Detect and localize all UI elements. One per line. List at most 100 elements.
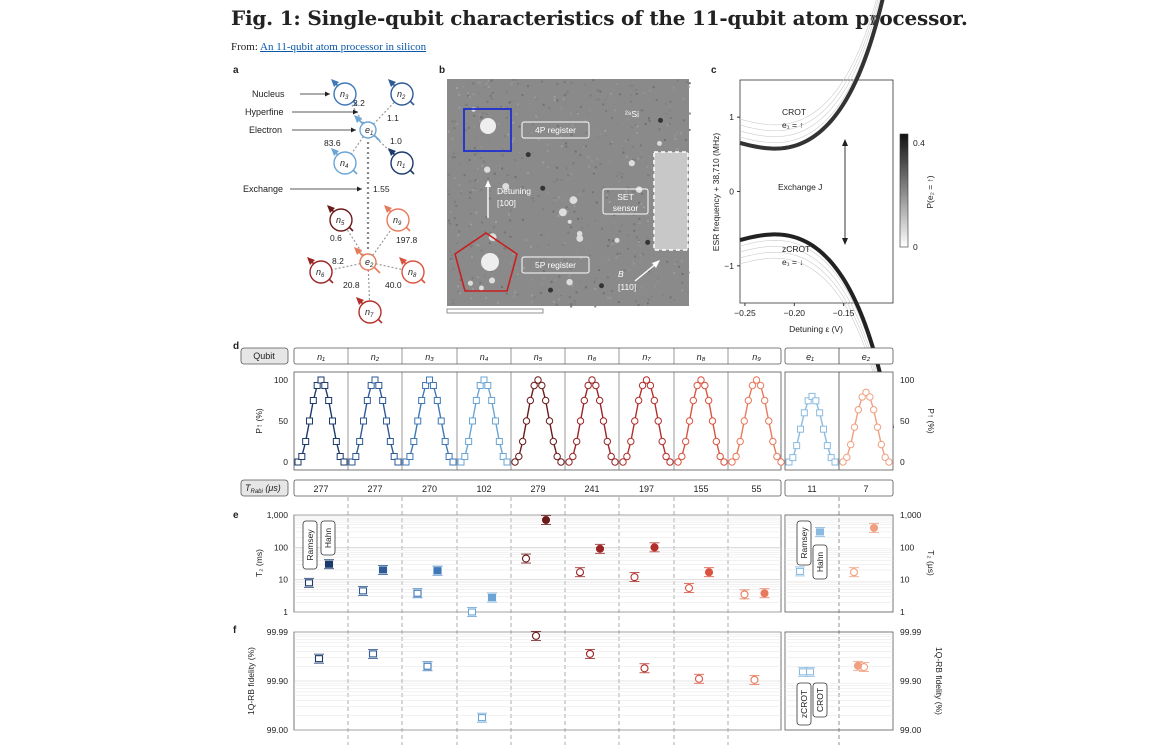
stm-texture [619, 93, 622, 96]
stm-texture [592, 122, 595, 125]
stm-texture [473, 125, 476, 128]
rabi-point [538, 381, 546, 390]
stm-texture [608, 238, 611, 241]
rabi-point [367, 381, 375, 389]
stm-texture [641, 159, 644, 162]
stm-texture [676, 148, 679, 151]
stm-texture [602, 185, 605, 188]
stm-texture [515, 112, 518, 115]
rabi-point [678, 452, 686, 461]
sample-label: ²⁸Si [625, 109, 639, 119]
qubit-label-6: n₇ [642, 352, 651, 362]
rabi-point [298, 453, 306, 461]
stm-texture [638, 222, 641, 225]
stm-texture [546, 149, 549, 152]
x-axis-label: Detuning ε (V) [789, 324, 843, 334]
stm-texture [447, 125, 450, 128]
stm-texture [678, 265, 681, 268]
stm-texture [625, 190, 628, 193]
stm-texture [456, 87, 459, 90]
stm-texture [487, 141, 490, 144]
stm-texture [457, 285, 460, 288]
rabi-point [646, 381, 655, 390]
stm-texture [616, 252, 619, 255]
stm-texture [594, 219, 597, 222]
stm-texture [451, 120, 454, 123]
subscript: Rabi [251, 489, 264, 495]
stm-texture [487, 79, 490, 82]
stm-texture [652, 86, 655, 89]
stm-texture [674, 137, 677, 140]
stm-texture [606, 96, 609, 99]
rb-point-7 [694, 674, 704, 683]
node-n4 [333, 151, 357, 175]
stm-texture [469, 180, 472, 183]
rabi-point [873, 423, 882, 431]
stm-texture [587, 224, 590, 227]
stm-texture [668, 105, 671, 108]
stm-texture [571, 124, 574, 127]
rb-e2-crot-point [853, 661, 863, 670]
stm-texture [667, 288, 670, 291]
rabi-point [488, 397, 496, 404]
stm-texture [576, 112, 579, 115]
stm-texture [585, 132, 588, 135]
set-sensor-label: SET [617, 192, 634, 202]
stm-texture [516, 293, 519, 296]
rabi-point [484, 381, 492, 389]
stm-texture [575, 291, 578, 294]
stm-texture [487, 177, 490, 180]
stm-texture [647, 117, 650, 120]
stm-texture [574, 253, 577, 256]
set-sensor-region [653, 151, 689, 251]
node-label-n2: n2 [397, 89, 406, 101]
stm-texture [452, 302, 455, 305]
scale-bar [446, 308, 544, 314]
stm-texture [658, 128, 661, 131]
stm-texture [640, 109, 643, 112]
stm-texture [676, 132, 679, 135]
stm-texture [599, 267, 602, 270]
rabi-point [569, 452, 577, 461]
stm-texture [605, 134, 608, 137]
stm-dopant [628, 160, 635, 167]
stm-texture [509, 235, 512, 238]
stm-texture [513, 164, 516, 167]
stm-texture [506, 173, 509, 176]
stm-texture [559, 114, 562, 117]
stm-texture [643, 91, 646, 94]
rabi-ytick-right: 50 [900, 416, 910, 426]
rabi-point [414, 417, 422, 425]
stm-texture [490, 79, 493, 82]
stm-texture [631, 259, 634, 262]
rabi-point [658, 437, 666, 446]
stm-texture [611, 140, 614, 143]
stm-texture [619, 252, 622, 255]
stm-texture [592, 79, 595, 82]
panel-letter-c: c [711, 65, 717, 76]
stm-texture [568, 296, 571, 299]
stm-texture [681, 281, 684, 284]
rabi-point [441, 438, 449, 445]
stm-texture [501, 167, 504, 170]
stm-texture [635, 92, 638, 95]
stm-texture [609, 142, 612, 145]
stm-texture [631, 158, 634, 161]
node-sub: 4 [345, 164, 349, 170]
stm-texture [605, 194, 608, 197]
stm-texture [565, 111, 568, 114]
rabi-point [756, 381, 765, 390]
stm-texture [571, 284, 574, 287]
stm-texture [560, 293, 563, 296]
source-link[interactable]: An 11-qubit atom processor in silicon [260, 41, 427, 53]
stm-dopant [467, 280, 474, 286]
spin-arrowhead-icon [354, 115, 362, 123]
node-label-n1: n1 [397, 158, 405, 170]
fringe-line [739, 0, 880, 137]
rb-point-5 [585, 649, 595, 658]
stm-dopant [488, 277, 496, 284]
stm-texture [447, 130, 450, 133]
stm-texture [595, 98, 598, 101]
zcrot-branch [739, 232, 894, 429]
